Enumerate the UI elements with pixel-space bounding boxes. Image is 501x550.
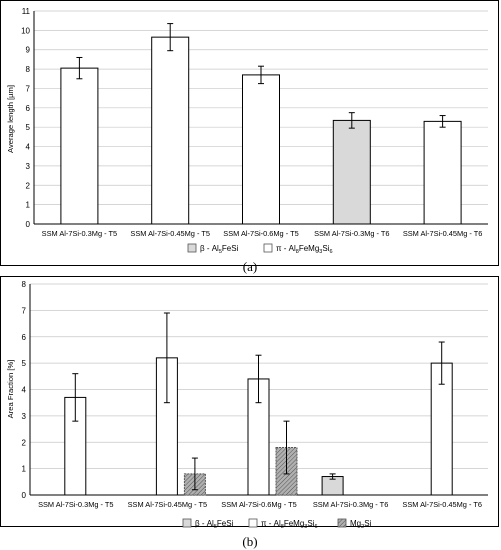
chart-b-y-ticks: 0 1 2 3 4 5 6 7 8 [22, 280, 27, 500]
b-y-tick-label: 2 [22, 438, 27, 447]
chart-a-y-ticks: 0 1 2 3 4 5 6 7 8 9 10 11 [21, 7, 30, 229]
b-legend-text-part: π - Al [261, 519, 281, 528]
chart-a-x-labels: SSM Al-7Si-0.3Mg - T5 SSM Al-7Si-0.45Mg -… [42, 229, 483, 238]
b-x-tick-label: SSM Al-7Si-0.6Mg - T5 [221, 500, 296, 509]
b-x-tick-label: SSM Al-7Si-0.3Mg - T6 [313, 500, 388, 509]
b-legend-label-beta: β - Al5FeSi [195, 519, 234, 530]
b-legend-text-part: β - Al [195, 519, 214, 528]
a-x-tick-label: SSM Al-7Si-0.3Mg - T6 [314, 229, 389, 238]
a-y-tick-label: 6 [26, 104, 31, 113]
a-legend-text-part: β - Al [200, 244, 219, 253]
a-legend-label-pi: π - Al8FeMg3Si6 [276, 244, 333, 255]
a-y-tick-label: 2 [26, 181, 31, 190]
a-y-tick-label: 11 [22, 7, 31, 16]
a-bar [60, 67, 99, 225]
a-y-tick-label: 10 [21, 26, 30, 35]
b-y-tick-label: 3 [22, 412, 27, 421]
a-y-tick-label: 7 [26, 84, 31, 93]
b-legend-swatch-mg2si [337, 518, 347, 528]
chart-a-frame [0, 0, 499, 266]
b-legend-text-part: Si [307, 519, 314, 528]
chart-a-legend: β - Al5FeSi π - Al8FeMg3Si6 [187, 243, 333, 255]
a-legend-label-beta: β - Al5FeSi [200, 244, 239, 255]
b-legend-swatch-beta [182, 518, 192, 528]
b-y-tick-label: 7 [22, 306, 27, 315]
b-y-tick-label: 5 [22, 359, 27, 368]
a-legend-text-part: 3 [319, 249, 322, 255]
b-legend-swatch-pi [248, 518, 258, 528]
a-legend-text-part: Si [322, 244, 329, 253]
a-x-tick-label: SSM Al-7Si-0.45Mg - T6 [403, 229, 483, 238]
b-legend-text-part: FeMg [284, 519, 304, 528]
a-bar [242, 74, 280, 225]
a-y-tick-label: 4 [26, 143, 31, 152]
a-legend-text-part: FeMg [299, 244, 319, 253]
chart-b-ylabel: Area Fraction [%] [6, 360, 15, 419]
b-legend-text-part: Mg [350, 519, 361, 528]
a-bar [151, 36, 190, 225]
b-y-tick-label: 4 [22, 386, 27, 395]
b-y-tick-label: 1 [22, 465, 27, 474]
b-legend-text-part: 8 [281, 524, 284, 530]
a-legend-text-part: 5 [219, 249, 222, 255]
a-y-tick-label: 0 [26, 220, 31, 229]
a-y-tick-label: 3 [26, 162, 31, 171]
b-legend-label-pi: π - Al8FeMg3Si6 [261, 519, 318, 530]
panel-label-a: (a) [243, 259, 257, 274]
chart-b-bars [64, 312, 453, 496]
b-x-tick-label: SSM Al-7Si-0.3Mg - T5 [38, 500, 113, 509]
a-x-tick-label: SSM Al-7Si-0.6Mg - T5 [223, 229, 298, 238]
a-legend-text-part: FeSi [222, 244, 239, 253]
panel-label-b: (b) [242, 534, 257, 549]
a-y-tick-label: 5 [26, 123, 31, 132]
b-legend-text-part: FeSi [217, 519, 234, 528]
b-y-tick-label: 0 [22, 491, 27, 500]
chart-b-legend: β - Al5FeSi π - Al8FeMg3Si6 Mg2Si [182, 518, 372, 530]
a-x-tick-label: SSM Al-7Si-0.3Mg - T5 [42, 229, 117, 238]
a-legend-text-part: 8 [296, 249, 299, 255]
a-legend-swatch-pi [263, 243, 273, 253]
a-legend-swatch-beta [187, 243, 197, 253]
chart-b-x-labels: SSM Al-7Si-0.3Mg - T5 SSM Al-7Si-0.45Mg -… [38, 500, 482, 509]
a-y-tick-label: 8 [26, 65, 31, 74]
chart-a-ylabel: Average length [µm] [6, 85, 15, 153]
b-legend-text-part: 5 [214, 524, 217, 530]
b-x-tick-label: SSM Al-7Si-0.45Mg - T5 [128, 500, 208, 509]
a-bar [423, 120, 462, 225]
a-legend-text-part: 6 [329, 249, 332, 255]
b-y-tick-label: 6 [22, 333, 27, 342]
a-y-tick-label: 9 [26, 46, 31, 55]
a-x-tick-label: SSM Al-7Si-0.45Mg - T5 [130, 229, 210, 238]
b-legend-text-part: 6 [314, 524, 317, 530]
b-legend-text-part: Si [364, 519, 371, 528]
a-bar [332, 119, 371, 225]
b-legend-text-part: 3 [304, 524, 307, 530]
b-legend-label-mg2si: Mg2Si [350, 519, 372, 530]
chart-a-bars [60, 23, 462, 225]
b-x-tick-label: SSM Al-7Si-0.45Mg - T6 [402, 500, 482, 509]
a-legend-text-part: π - Al [276, 244, 296, 253]
a-y-tick-label: 1 [26, 201, 31, 210]
b-y-tick-label: 8 [22, 280, 27, 289]
b-legend-text-part: 2 [361, 524, 364, 530]
